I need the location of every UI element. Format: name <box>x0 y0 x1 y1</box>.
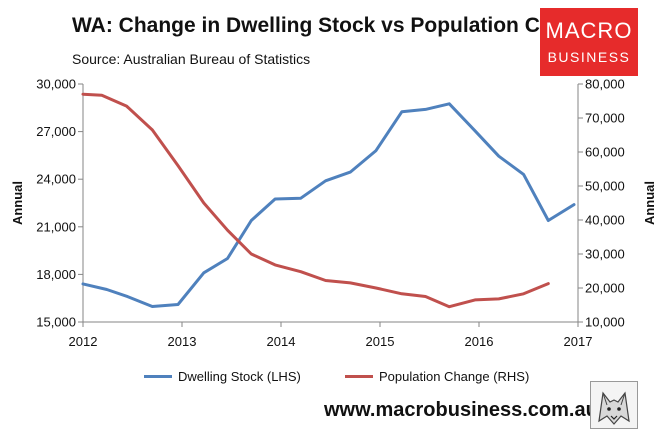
logo-line-2: BUSINESS <box>547 49 631 65</box>
chart-title: WA: Change in Dwelling Stock vs Populati… <box>72 14 602 37</box>
y-right-tick-label: 70,000 <box>585 111 625 126</box>
y-axis-left-title: Annual <box>10 181 25 225</box>
y-right-tick-label: 60,000 <box>585 145 625 160</box>
wolf-mascot-icon <box>590 381 638 429</box>
y-right-tick-label: 10,000 <box>585 315 625 330</box>
legend-swatch-dwelling <box>144 375 172 378</box>
chart-source: Source: Australian Bureau of Statistics <box>72 51 311 67</box>
x-tick-label: 2016 <box>465 334 494 349</box>
legend-item-population: Population Change (RHS) <box>345 369 529 384</box>
logo-line-1: MACRO <box>545 18 633 43</box>
y-right-tick-label: 30,000 <box>585 247 625 262</box>
x-tick-label: 2014 <box>267 334 296 349</box>
x-tick-label: 2013 <box>168 334 197 349</box>
series-line-population-change <box>81 92 550 309</box>
y-right-tick-label: 40,000 <box>585 213 625 228</box>
legend-label-dwelling: Dwelling Stock (LHS) <box>178 369 301 384</box>
y-right-tick-label: 20,000 <box>585 281 625 296</box>
y-left-tick-label: 21,000 <box>36 219 76 234</box>
legend-label-population: Population Change (RHS) <box>379 369 530 384</box>
x-tick-label: 2017 <box>564 334 593 349</box>
legend-item-dwelling: Dwelling Stock (LHS) <box>144 369 301 384</box>
line-chart: 15,000 18,000 21,000 24,000 27,000 30,000 10,0… <box>10 77 657 350</box>
y-left-tick-label: 24,000 <box>36 172 76 187</box>
y-left-tick-label: 30,000 <box>36 77 76 92</box>
macrobusiness-logo: MACRO BUSINESS <box>540 8 638 76</box>
x-tick-label: 2012 <box>69 334 98 349</box>
y-axis-right-title: Annual <box>642 181 657 225</box>
legend-swatch-population <box>345 375 373 378</box>
y-left-tick-label: 15,000 <box>36 315 76 330</box>
y-right-tick-label: 80,000 <box>585 77 625 92</box>
y-left-tick-label: 18,000 <box>36 267 76 282</box>
y-right-tick-label: 50,000 <box>585 179 625 194</box>
x-tick-label: 2015 <box>366 334 395 349</box>
footer-url: www.macrobusiness.com.au <box>324 399 598 421</box>
series-line-dwelling-stock <box>81 102 576 308</box>
y-left-tick-label: 27,000 <box>36 124 76 139</box>
